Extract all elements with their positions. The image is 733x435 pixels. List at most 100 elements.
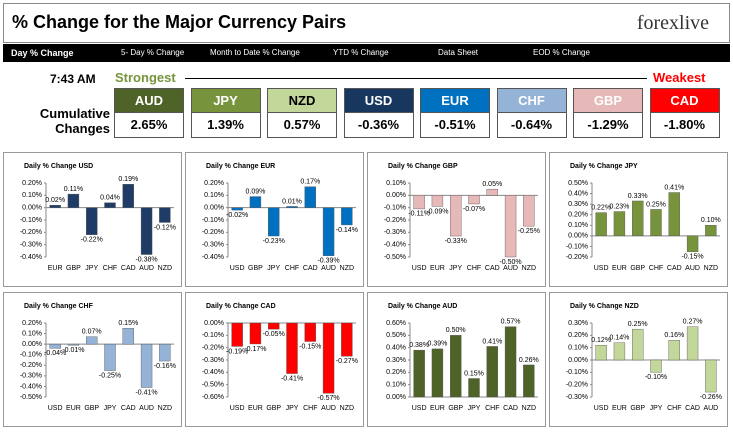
y-tick-label: -0.40% — [384, 242, 406, 249]
y-tick-label: -0.20% — [202, 345, 224, 352]
bar — [431, 195, 444, 207]
x-tick-label: CHF — [103, 265, 117, 272]
chart: Daily % Change JPY -0.20% -0.10% 0.00% 0.10%… — [566, 163, 721, 272]
y-tick-label: 0.40% — [386, 345, 406, 352]
bar — [67, 343, 80, 346]
x-tick-label: JPY — [286, 405, 299, 412]
bar — [413, 195, 425, 210]
x-tick-label: JPY — [468, 405, 481, 412]
bar — [268, 207, 280, 237]
currency-box: CAD -1.80% — [649, 88, 720, 138]
bar — [249, 196, 262, 208]
nav-bar: Day % Change 5- Day % Change Month to Date… — [3, 44, 730, 62]
currency-box: EUR -0.51% — [420, 88, 490, 138]
bar — [140, 207, 153, 255]
nav-item[interactable]: Day % Change — [11, 48, 74, 58]
y-tick-label: 0.10% — [568, 222, 588, 229]
x-tick-label: NZD — [704, 265, 718, 272]
currency-box: CHF -0.64% — [496, 88, 567, 138]
logo[interactable]: forexlive — [636, 12, 709, 34]
x-tick-label: GBP — [630, 405, 645, 412]
value-label: 0.22% — [591, 204, 611, 211]
y-tick-label: -0.50% — [202, 382, 224, 389]
nav-item[interactable]: Data Sheet — [438, 48, 479, 57]
value-label: 0.16% — [664, 332, 684, 339]
y-tick-label: 0.50% — [386, 332, 406, 339]
x-tick-label: GBP — [84, 405, 99, 412]
y-tick-label: -0.10% — [20, 352, 42, 359]
y-tick-label: 0.50% — [568, 180, 588, 187]
x-tick-label: CAD — [485, 265, 500, 272]
x-tick-label: CAD — [667, 265, 682, 272]
y-tick-label: -0.20% — [202, 229, 224, 236]
value-label: 0.01% — [282, 198, 302, 205]
x-tick-label: EUR — [430, 265, 445, 272]
x-tick-label: CHF — [303, 405, 317, 412]
x-tick-label: AUD — [685, 265, 700, 272]
currency-box: NZD 0.57% — [267, 88, 337, 138]
value-label: -0.17% — [244, 346, 266, 353]
value-label: -0.11% — [408, 211, 430, 218]
currency-name: CAD — [650, 89, 719, 112]
y-tick-label: 0.30% — [386, 357, 406, 364]
value-label: 0.57% — [501, 319, 521, 326]
bar — [231, 322, 243, 347]
bar — [705, 359, 717, 393]
value-label: 0.17% — [300, 179, 320, 186]
y-tick-label: -0.40% — [20, 383, 42, 390]
bar — [450, 335, 462, 398]
value-label: -0.05% — [263, 331, 285, 338]
bar — [67, 193, 80, 208]
nav-item[interactable]: YTD % Change — [333, 48, 389, 57]
nav-item[interactable]: Month to Date % Change — [210, 48, 300, 57]
currency-change: 2.65% — [115, 112, 183, 137]
y-tick-label: -0.40% — [20, 254, 42, 261]
bar — [49, 205, 61, 208]
bar — [504, 326, 517, 398]
y-tick-label: -0.30% — [566, 394, 588, 401]
bar — [341, 207, 353, 226]
chart-panel: Daily % Change USD -0.40% -0.30% -0.20% -0.1… — [3, 152, 182, 287]
y-tick-label: 0.00% — [568, 357, 588, 364]
y-tick-label: 0.10% — [22, 330, 42, 337]
y-tick-label: -0.10% — [20, 217, 42, 224]
nav-item[interactable]: 5- Day % Change — [121, 48, 185, 57]
x-tick-label: JPY — [449, 265, 462, 272]
cumulative-label: Cumulative Changes — [39, 106, 110, 136]
y-tick-label: 0.20% — [22, 180, 42, 187]
value-label: 0.15% — [464, 370, 484, 377]
x-tick-label: USD — [230, 405, 245, 412]
chart: Daily % Change NZD -0.30% -0.20% -0.10% 0.00… — [566, 303, 722, 412]
y-tick-label: 0.00% — [386, 192, 406, 199]
bar — [632, 200, 644, 237]
divider — [185, 78, 647, 79]
page-title: % Change for the Major Currency Pairs — [12, 12, 347, 32]
y-tick-label: -0.30% — [202, 357, 224, 364]
value-label: -0.02% — [226, 212, 248, 219]
y-tick-label: -0.50% — [384, 254, 406, 261]
value-label: -0.14% — [336, 227, 358, 234]
currency-name: CHF — [497, 89, 566, 112]
nav-item[interactable]: EOD % Change — [533, 48, 590, 57]
y-tick-label: 0.10% — [386, 180, 406, 187]
value-label: 0.14% — [609, 335, 629, 342]
chart-panel: Daily % Change CAD -0.60% -0.50% -0.40% -0.3… — [185, 292, 364, 427]
bar — [104, 202, 116, 208]
bar — [159, 207, 171, 223]
value-label: -0.12% — [154, 224, 176, 231]
x-tick-label: NZD — [158, 405, 172, 412]
y-tick-label: 0.30% — [568, 320, 588, 327]
bar — [686, 326, 699, 361]
y-tick-label: -0.30% — [20, 242, 42, 249]
y-tick-label: -0.10% — [566, 369, 588, 376]
currency-name: GBP — [574, 89, 642, 112]
value-label: -0.09% — [426, 208, 448, 215]
header: % Change for the Major Currency Pairs fo… — [3, 3, 730, 43]
chart-title: Daily % Change GBP — [388, 163, 458, 170]
y-tick-label: -0.10% — [384, 205, 406, 212]
value-label: -0.19% — [226, 348, 248, 355]
value-label: -0.50% — [499, 259, 521, 266]
x-tick-label: USD — [412, 405, 427, 412]
bar — [486, 346, 498, 398]
